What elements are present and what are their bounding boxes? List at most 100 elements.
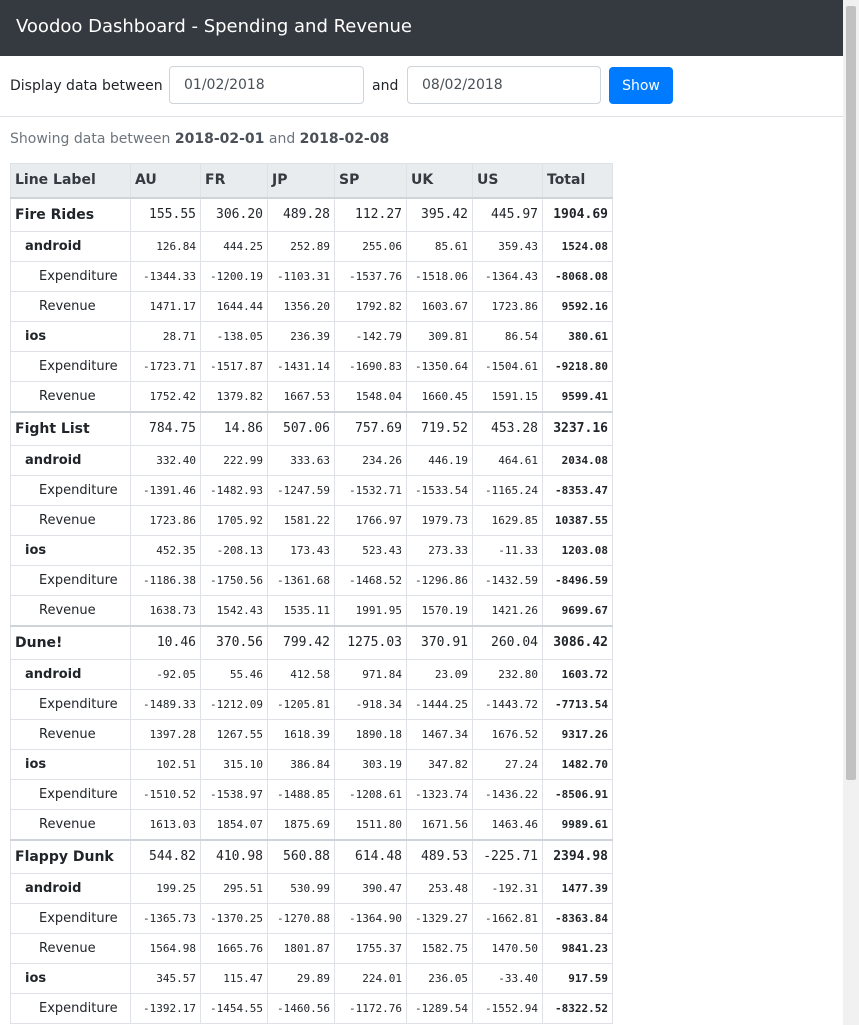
value-cell: 333.63	[267, 445, 335, 476]
value-cell: 1618.39	[267, 719, 335, 750]
value-cell: 1991.95	[334, 595, 407, 626]
value-cell: 614.48	[334, 838, 407, 874]
value-cell: -1200.19	[200, 261, 268, 292]
vertical-scrollbar[interactable]	[843, 0, 859, 1025]
table-body: Fire Rides 155.55 306.20 489.28 112.27 395.42…	[10, 196, 613, 1024]
value-cell: -1205.81	[267, 689, 335, 720]
start-date-input[interactable]	[169, 66, 364, 104]
total-cell: 9317.26	[542, 719, 613, 750]
total-cell: 1524.08	[542, 231, 613, 262]
value-cell: 1723.86	[472, 291, 543, 322]
date-filter-bar: Display data between and Show	[0, 56, 843, 117]
row-label: Expenditure	[10, 993, 131, 1024]
column-header: JP	[267, 163, 335, 198]
row-label: ios	[10, 749, 131, 780]
value-cell: 757.69	[334, 410, 407, 446]
value-cell: 971.84	[334, 659, 407, 690]
game-row: Fire Rides 155.55 306.20 489.28 112.27 395.42…	[10, 196, 613, 232]
value-cell: -225.71	[472, 838, 543, 874]
total-cell: -8322.52	[542, 993, 613, 1024]
value-cell: 1801.87	[267, 933, 335, 964]
row-label: android	[10, 445, 131, 476]
table-header-row: Line Label AU FR JP SP UK US Total	[10, 163, 613, 198]
platform-row: android 199.25 295.51 530.99 390.47 253.48 -19…	[10, 873, 613, 904]
value-cell: 1854.07	[200, 809, 268, 840]
value-cell: 410.98	[200, 838, 268, 874]
value-cell: -1391.46	[130, 475, 201, 506]
value-cell: 544.82	[130, 838, 201, 874]
value-cell: 260.04	[472, 624, 543, 660]
row-label: ios	[10, 963, 131, 994]
value-cell: -1723.71	[130, 351, 201, 382]
value-cell: 453.28	[472, 410, 543, 446]
value-cell: 530.99	[267, 873, 335, 904]
metric-row: Expenditure -1186.38 -1750.56 -1361.68 -1468…	[10, 565, 613, 596]
value-cell: 155.55	[130, 196, 201, 232]
value-cell: 1581.22	[267, 505, 335, 536]
column-header: FR	[200, 163, 268, 198]
value-cell: -142.79	[334, 321, 407, 352]
total-cell: 9599.41	[542, 381, 613, 412]
value-cell: -1552.94	[472, 993, 543, 1024]
value-cell: -1323.74	[406, 779, 473, 810]
value-cell: -1436.22	[472, 779, 543, 810]
total-cell: 3237.16	[542, 410, 613, 446]
total-cell: -7713.54	[542, 689, 613, 720]
total-cell: -8353.47	[542, 475, 613, 506]
date-range-summary: Showing data between 2018-02-01 and 2018…	[10, 131, 389, 147]
show-button[interactable]: Show	[609, 67, 673, 104]
value-cell: 252.89	[267, 231, 335, 262]
value-cell: -1344.33	[130, 261, 201, 292]
total-cell: 10387.55	[542, 505, 613, 536]
value-cell: 1875.69	[267, 809, 335, 840]
value-cell: 1535.11	[267, 595, 335, 626]
value-cell: -1364.90	[334, 903, 407, 934]
row-label: Revenue	[10, 595, 131, 626]
summary-start-date: 2018-02-01	[174, 131, 265, 147]
row-label: Expenditure	[10, 565, 131, 596]
value-cell: 370.56	[200, 624, 268, 660]
value-cell: 126.84	[130, 231, 201, 262]
metric-row: Revenue 1723.86 1705.92 1581.22 1766.97 1979.…	[10, 505, 613, 536]
value-cell: -92.05	[130, 659, 201, 690]
value-cell: -1370.25	[200, 903, 268, 934]
value-cell: -1392.17	[130, 993, 201, 1024]
value-cell: 199.25	[130, 873, 201, 904]
end-date-input[interactable]	[407, 66, 601, 104]
metric-row: Revenue 1613.03 1854.07 1875.69 1511.80 1671.…	[10, 809, 613, 840]
value-cell: -1750.56	[200, 565, 268, 596]
column-header: Line Label	[10, 163, 131, 198]
total-cell: 1603.72	[542, 659, 613, 690]
value-cell: 1766.97	[334, 505, 407, 536]
total-cell: 1477.39	[542, 873, 613, 904]
value-cell: -1533.54	[406, 475, 473, 506]
row-label: Fight List	[10, 410, 131, 446]
value-cell: 1421.26	[472, 595, 543, 626]
total-cell: 1482.70	[542, 749, 613, 780]
value-cell: -1186.38	[130, 565, 201, 596]
row-label: Revenue	[10, 809, 131, 840]
column-header: SP	[334, 163, 407, 198]
value-cell: 1591.15	[472, 381, 543, 412]
value-cell: -1365.73	[130, 903, 201, 934]
value-cell: 1676.52	[472, 719, 543, 750]
value-cell: -1504.61	[472, 351, 543, 382]
metric-row: Expenditure -1391.46 -1482.93 -1247.59 -1532…	[10, 475, 613, 506]
value-cell: -1208.61	[334, 779, 407, 810]
row-label: Fire Rides	[10, 196, 131, 232]
value-cell: 1671.56	[406, 809, 473, 840]
value-cell: 234.26	[334, 445, 407, 476]
value-cell: 390.47	[334, 873, 407, 904]
value-cell: 332.40	[130, 445, 201, 476]
value-cell: -1165.24	[472, 475, 543, 506]
value-cell: 1705.92	[200, 505, 268, 536]
value-cell: 452.35	[130, 535, 201, 566]
value-cell: -1103.31	[267, 261, 335, 292]
value-cell: -1460.56	[267, 993, 335, 1024]
scrollbar-thumb[interactable]	[846, 6, 856, 780]
value-cell: 23.09	[406, 659, 473, 690]
row-label: Expenditure	[10, 351, 131, 382]
column-header: Total	[542, 163, 613, 198]
value-cell: -1289.54	[406, 993, 473, 1024]
value-cell: -1538.97	[200, 779, 268, 810]
